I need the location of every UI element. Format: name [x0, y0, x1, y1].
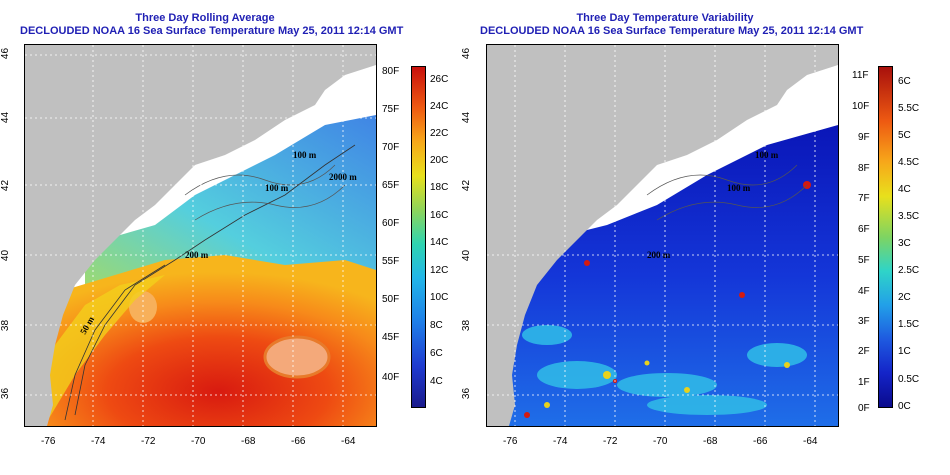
colorbar-tick-c: 26C: [430, 74, 449, 85]
colorbar-tick-f: 11F: [852, 70, 869, 81]
lat-tick: 44: [461, 111, 473, 124]
colorbar-tick-c: 14C: [430, 237, 449, 248]
colorbar-tick-f: 0F: [858, 403, 870, 414]
colorbar-tick-f: 4F: [858, 286, 870, 297]
lon-tick: -70: [191, 436, 206, 447]
colorbar-tick-f: 3F: [858, 316, 870, 327]
lat-tick: 40: [461, 249, 473, 262]
lon-tick: -68: [241, 436, 256, 447]
lat-tick: 40: [0, 249, 12, 262]
colorbar-tick-c: 24C: [430, 101, 449, 112]
colorbar-tick-f: 8F: [858, 163, 870, 174]
colorbar-tick-f: 40F: [382, 372, 400, 383]
colorbar-tick-c: 4C: [898, 184, 911, 195]
lon-tick: -68: [703, 436, 718, 447]
colorbar-tick-f: 7F: [858, 193, 870, 204]
colorbar-tick-c: 8C: [430, 320, 443, 331]
colorbar-tick-f: 1F: [858, 377, 870, 388]
colorbar-tick-c: 18C: [430, 182, 449, 193]
colorbar-tick-f: 65F: [382, 180, 400, 191]
contour-label: 2000 m: [329, 172, 357, 182]
lon-tick: -76: [503, 436, 518, 447]
lon-tick: -66: [753, 436, 768, 447]
lon-tick: -72: [141, 436, 156, 447]
lon-tick: -74: [553, 436, 568, 447]
contour-label: 200 m: [185, 250, 209, 260]
colorbar-tick-c: 3.5C: [898, 211, 920, 222]
colorbar-tick-f: 45F: [382, 332, 400, 343]
colorbar-tick-c: 5C: [898, 130, 911, 141]
colorbar-tick-f: 10F: [852, 101, 870, 112]
lat-tick: 42: [0, 179, 12, 192]
colorbar-tick-c: 2.5C: [898, 265, 920, 276]
lat-tick: 44: [0, 111, 12, 124]
colorbar-tick-c: 5.5C: [898, 103, 920, 114]
right-map-canvas: 100 m 100 m 200 m: [487, 45, 838, 426]
colorbar-tick-c: 4.5C: [898, 157, 920, 168]
colorbar-tick-c: 6C: [898, 76, 911, 87]
colorbar-tick-c: 20C: [430, 155, 449, 166]
lon-tick: -72: [603, 436, 618, 447]
colorbar-tick-f: 6F: [858, 224, 870, 235]
left-colorbar: [411, 66, 426, 408]
right-colorbar: [878, 66, 893, 408]
lon-tick: -66: [291, 436, 306, 447]
lat-tick: 38: [461, 319, 473, 332]
lon-tick: -70: [653, 436, 668, 447]
contour-label: 100 m: [265, 183, 289, 193]
colorbar-tick-f: 5F: [858, 255, 870, 266]
colorbar-tick-c: 2C: [898, 292, 911, 303]
lat-tick: 46: [461, 47, 473, 60]
lon-tick: -64: [803, 436, 818, 447]
colorbar-tick-f: 2F: [858, 346, 870, 357]
colorbar-tick-f: 55F: [382, 256, 400, 267]
lon-tick: -74: [91, 436, 106, 447]
lat-tick: 36: [0, 387, 12, 400]
colorbar-tick-f: 75F: [382, 104, 400, 115]
colorbar-tick-c: 0C: [898, 401, 911, 412]
right-title-line2: DECLOUDED NOAA 16 Sea Surface Temperatur…: [480, 25, 864, 37]
colorbar-tick-f: 70F: [382, 142, 400, 153]
lat-tick: 42: [461, 179, 473, 192]
colorbar-tick-c: 4C: [430, 376, 443, 387]
colorbar-tick-c: 10C: [430, 292, 449, 303]
left-map-canvas: 100 m 100 m 2000 m 200 m 50 m: [25, 45, 376, 426]
colorbar-tick-c: 6C: [430, 348, 443, 359]
lon-tick: -76: [41, 436, 56, 447]
left-title-line2: DECLOUDED NOAA 16 Sea Surface Temperatur…: [20, 25, 404, 37]
left-map-title: Three Day Rolling Average DECLOUDED NOAA…: [20, 12, 404, 38]
left-sst-map: 100 m 100 m 2000 m 200 m 50 m: [24, 44, 377, 427]
colorbar-tick-c: 3C: [898, 238, 911, 249]
colorbar-tick-f: 50F: [382, 294, 400, 305]
colorbar-tick-c: 1C: [898, 346, 911, 357]
lat-tick: 38: [0, 319, 12, 332]
contour-label: 100 m: [293, 150, 317, 160]
colorbar-tick-f: 80F: [382, 66, 400, 77]
right-map-title: Three Day Temperature Variability DECLOU…: [480, 12, 864, 38]
lat-tick: 46: [0, 47, 12, 60]
contour-label: 100 m: [727, 183, 751, 193]
colorbar-tick-f: 60F: [382, 218, 400, 229]
colorbar-tick-c: 1.5C: [898, 319, 920, 330]
colorbar-tick-c: 16C: [430, 210, 449, 221]
contour-label: 100 m: [755, 150, 779, 160]
colorbar-tick-c: 0.5C: [898, 374, 920, 385]
lon-tick: -64: [341, 436, 356, 447]
left-title-line1: Three Day Rolling Average: [135, 12, 275, 24]
colorbar-tick-c: 12C: [430, 265, 449, 276]
right-title-line1: Three Day Temperature Variability: [576, 12, 754, 24]
colorbar-tick-f: 9F: [858, 132, 870, 143]
contour-label: 200 m: [647, 250, 671, 260]
right-variability-map: 100 m 100 m 200 m: [486, 44, 839, 427]
colorbar-tick-c: 22C: [430, 128, 449, 139]
lat-tick: 36: [461, 387, 473, 400]
